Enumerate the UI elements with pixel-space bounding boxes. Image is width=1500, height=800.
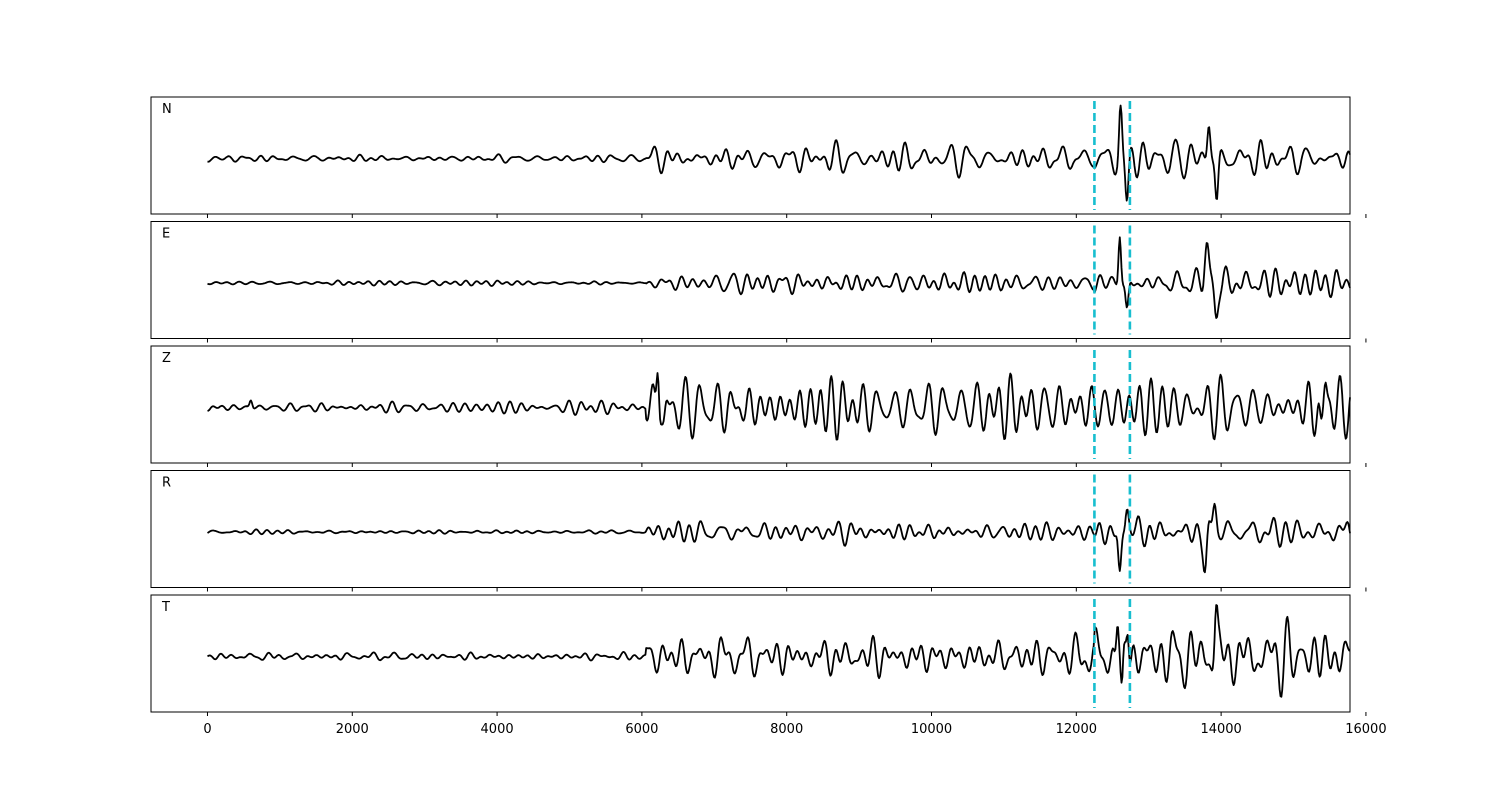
- x-tick-label-0: 0: [203, 722, 211, 737]
- trace-R: [207, 502, 1351, 574]
- panel-R: R: [150, 470, 1367, 592]
- x-tick-label-5: 10000: [911, 722, 952, 737]
- x-tick-label-7: 14000: [1200, 722, 1241, 737]
- x-axis: 0 2000 4000 6000 8000 10000 12000 14000 16000: [203, 722, 1386, 737]
- panel-Z: Z: [150, 345, 1367, 467]
- panel-frame-Z: [150, 345, 1351, 464]
- channel-label-E: E: [162, 227, 170, 242]
- trace-E: [207, 236, 1351, 319]
- panel-N: N: [150, 96, 1367, 218]
- trace-Z: [207, 372, 1351, 441]
- panel-frame-E: [150, 221, 1351, 339]
- channel-label-T: T: [161, 600, 170, 615]
- x-tick-label-4: 8000: [770, 722, 803, 737]
- x-tick-label-8: 16000: [1345, 722, 1386, 737]
- channel-label-R: R: [162, 476, 171, 491]
- trace-T: [207, 604, 1351, 698]
- panel-T: T: [150, 594, 1367, 716]
- x-tick-label-2: 4000: [481, 722, 514, 737]
- channel-label-N: N: [162, 102, 172, 117]
- panels-group: N E Z R T: [150, 96, 1367, 716]
- channel-label-Z: Z: [162, 351, 171, 366]
- x-tick-label-1: 2000: [336, 722, 369, 737]
- x-tick-label-6: 12000: [1056, 722, 1097, 737]
- x-tick-label-3: 6000: [625, 722, 658, 737]
- panel-E: E: [150, 221, 1367, 343]
- trace-N: [207, 104, 1351, 202]
- panel-frame-R: [150, 470, 1351, 588]
